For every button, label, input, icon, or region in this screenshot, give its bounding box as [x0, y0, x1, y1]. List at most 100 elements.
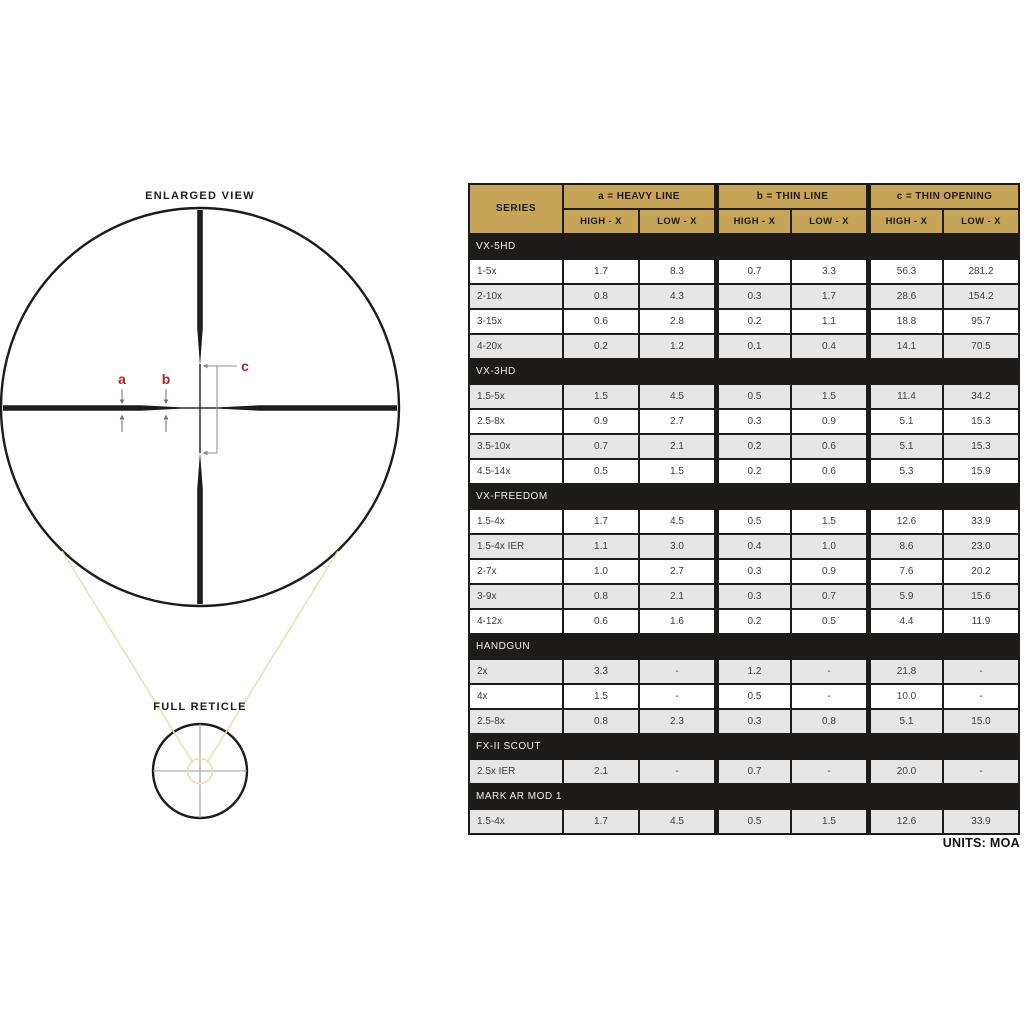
group-header-heavy-line: a = HEAVY LINE	[564, 185, 714, 208]
arrow-b-down-icon	[163, 389, 169, 404]
value-cell: 3.3	[792, 260, 866, 283]
value-cell: 0.1	[719, 335, 790, 358]
value-cell: 20.0	[871, 760, 942, 783]
value-cell: 1.5	[640, 460, 714, 483]
value-cell: 1.7	[564, 260, 638, 283]
value-cell: 1.0	[564, 560, 638, 583]
subheader-a-low: LOW - X	[640, 210, 714, 233]
value-cell: 0.3	[719, 585, 790, 608]
value-cell: 1.2	[640, 335, 714, 358]
series-cell: 3-9x	[470, 585, 562, 608]
value-cell: 5.3	[871, 460, 942, 483]
subheader-b-low: LOW - X	[792, 210, 866, 233]
section-header: VX-5HD	[470, 235, 1018, 258]
value-cell: 0.8	[792, 710, 866, 733]
value-cell: 12.6	[871, 510, 942, 533]
enlarged-reticle	[0, 206, 401, 608]
value-cell: -	[792, 685, 866, 708]
value-cell: 2.1	[640, 435, 714, 458]
value-cell: 15.3	[944, 435, 1018, 458]
subheader-a-high: HIGH - X	[564, 210, 638, 233]
section-header: VX-FREEDOM	[470, 485, 1018, 508]
value-cell: 2.7	[640, 410, 714, 433]
value-cell: 7.6	[871, 560, 942, 583]
value-cell: 0.6	[792, 460, 866, 483]
value-cell: 23.0	[944, 535, 1018, 558]
value-cell: 0.5	[719, 685, 790, 708]
value-cell: 1.5	[792, 385, 866, 408]
group-header-thin-opening: c = THIN OPENING	[871, 185, 1018, 208]
value-cell: 15.6	[944, 585, 1018, 608]
value-cell: 3.0	[640, 535, 714, 558]
value-cell: 15.3	[944, 410, 1018, 433]
value-cell: 10.0	[871, 685, 942, 708]
value-cell: 56.3	[871, 260, 942, 283]
series-cell: 2-10x	[470, 285, 562, 308]
series-cell: 3-15x	[470, 310, 562, 333]
value-cell: 1.6	[640, 610, 714, 633]
value-cell: 0.9	[564, 410, 638, 433]
value-cell: 0.3	[719, 560, 790, 583]
value-cell: 0.3	[719, 410, 790, 433]
value-cell: 14.1	[871, 335, 942, 358]
arrow-a-down-icon	[119, 389, 125, 404]
value-cell: 1.0	[792, 535, 866, 558]
value-cell: 95.7	[944, 310, 1018, 333]
value-cell: 33.9	[944, 510, 1018, 533]
value-cell: 15.9	[944, 460, 1018, 483]
value-cell: 1.5	[564, 385, 638, 408]
series-cell: 4-12x	[470, 610, 562, 633]
callout-c-label: c	[241, 358, 249, 374]
value-cell: 5.1	[871, 435, 942, 458]
value-cell: 0.6	[792, 435, 866, 458]
value-cell: -	[640, 760, 714, 783]
value-cell: 2.1	[640, 585, 714, 608]
arrow-a-up-icon	[119, 414, 125, 432]
value-cell: 15.0	[944, 710, 1018, 733]
series-cell: 2.5x IER	[470, 760, 562, 783]
value-cell: 5.1	[871, 410, 942, 433]
value-cell: 1.1	[564, 535, 638, 558]
series-cell: 1.5-5x	[470, 385, 562, 408]
units-note: UNITS: MOA	[942, 836, 1020, 850]
series-cell: 2-7x	[470, 560, 562, 583]
value-cell: 1.2	[719, 660, 790, 683]
value-cell: 18.8	[871, 310, 942, 333]
value-cell: 0.8	[564, 285, 638, 308]
series-cell: 1.5-4x IER	[470, 535, 562, 558]
subtension-table: SERIES a = HEAVY LINE b = THIN LINE c = …	[468, 183, 1020, 835]
value-cell: 0.9	[792, 560, 866, 583]
value-cell: 34.2	[944, 385, 1018, 408]
value-cell: 0.8	[564, 585, 638, 608]
series-cell: 1-5x	[470, 260, 562, 283]
callout-a-label: a	[118, 371, 126, 387]
group-header-thin-line: b = THIN LINE	[719, 185, 866, 208]
value-cell: -	[944, 685, 1018, 708]
enlarged-view-label: ENLARGED VIEW	[145, 190, 255, 202]
value-cell: 281.2	[944, 260, 1018, 283]
value-cell: 8.3	[640, 260, 714, 283]
measurement-annotations	[119, 363, 237, 456]
series-cell: 2x	[470, 660, 562, 683]
subheader-c-high: HIGH - X	[871, 210, 942, 233]
value-cell: 11.9	[944, 610, 1018, 633]
value-cell: 4.3	[640, 285, 714, 308]
value-cell: -	[792, 660, 866, 683]
subheader-b-high: HIGH - X	[719, 210, 790, 233]
full-reticle-figure	[61, 550, 339, 820]
value-cell: 2.3	[640, 710, 714, 733]
value-cell: 0.7	[792, 585, 866, 608]
value-cell: 0.5	[719, 385, 790, 408]
value-cell: -	[792, 760, 866, 783]
value-cell: 1.5	[564, 685, 638, 708]
value-cell: 0.3	[719, 710, 790, 733]
value-cell: 4.5	[640, 385, 714, 408]
section-header: FX-II SCOUT	[470, 735, 1018, 758]
value-cell: 2.1	[564, 760, 638, 783]
full-reticle-crosshair	[153, 724, 247, 818]
value-cell: 8.6	[871, 535, 942, 558]
series-cell: 1.5-4x	[470, 510, 562, 533]
section-header: HANDGUN	[470, 635, 1018, 658]
value-cell: 20.2	[944, 560, 1018, 583]
